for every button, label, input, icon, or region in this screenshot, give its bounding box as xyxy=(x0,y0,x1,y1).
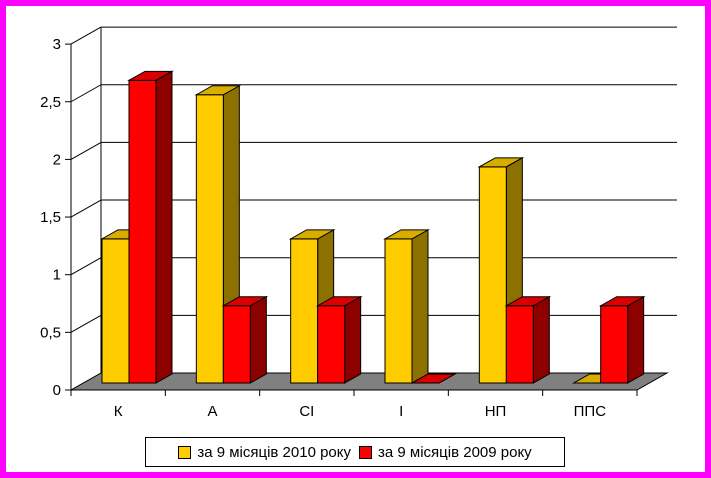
legend-label-2010: за 9 місяців 2010 року xyxy=(197,443,351,461)
bar-top xyxy=(288,229,336,240)
x-tick-label: ППС xyxy=(574,403,607,420)
bar-side xyxy=(627,295,645,384)
x-tick-label: І xyxy=(399,403,403,420)
legend-label-2009: за 9 місяців 2009 року xyxy=(378,443,532,461)
bar-side xyxy=(249,295,267,384)
legend-swatch-2009 xyxy=(359,445,372,459)
x-tick-label: НП xyxy=(485,403,507,420)
x-tick-label: К xyxy=(114,403,123,420)
x-tick-label: СІ xyxy=(299,403,314,420)
bar-front xyxy=(600,305,629,384)
gridline-depth xyxy=(70,314,102,333)
bar-front xyxy=(478,166,507,384)
y-tick-label: 2 xyxy=(53,151,61,168)
y-tick-label: 1 xyxy=(53,267,61,284)
bar-side xyxy=(532,295,550,384)
bar-side xyxy=(155,70,173,384)
bar-top xyxy=(127,70,174,81)
bar-top xyxy=(477,157,525,168)
bar-front xyxy=(317,305,346,384)
bar-side xyxy=(411,229,429,384)
y-tick-label: 2,5 xyxy=(40,94,61,111)
bar-2009-1 xyxy=(127,70,174,384)
bar-top xyxy=(221,296,269,307)
bar-2010-4 xyxy=(383,229,430,384)
bar-top xyxy=(315,296,363,307)
bar-front xyxy=(290,238,319,384)
legend-item-2009: за 9 місяців 2009 року xyxy=(359,444,532,461)
bar-2009-5 xyxy=(504,295,552,384)
bar-2009-2 xyxy=(221,295,269,384)
bar-top xyxy=(504,296,552,307)
gridline-depth xyxy=(70,141,102,160)
bar-front xyxy=(101,238,130,384)
y-tick-label: 1,5 xyxy=(40,209,61,226)
bar-2009-6 xyxy=(598,295,646,384)
gridline-depth xyxy=(70,257,102,276)
chart-legend: за 9 місяців 2010 року за 9 місяців 2009… xyxy=(145,437,565,467)
bar-top xyxy=(410,373,457,384)
bar-front xyxy=(128,79,157,384)
legend-item-2010: за 9 місяців 2010 року xyxy=(178,444,351,461)
bar-front xyxy=(505,305,534,384)
bar-front xyxy=(384,238,413,384)
bar-top xyxy=(598,296,646,307)
y-tick-label: 0,5 xyxy=(40,324,61,341)
gridline-depth xyxy=(70,26,102,45)
bar-front xyxy=(222,305,251,384)
gridline-depth xyxy=(70,199,102,218)
bar-2009-3 xyxy=(315,295,363,384)
gridline-depth xyxy=(70,84,102,103)
legend-swatch-2010 xyxy=(178,445,192,459)
bar-top xyxy=(383,229,430,240)
bar-top xyxy=(194,85,242,96)
y-tick-label: 3 xyxy=(53,36,61,53)
bar-side xyxy=(344,295,362,384)
bar-front xyxy=(195,94,224,384)
x-tick-label: А xyxy=(207,403,217,420)
bar-2009-4 xyxy=(410,373,457,384)
y-tick-label: 0 xyxy=(53,382,61,399)
